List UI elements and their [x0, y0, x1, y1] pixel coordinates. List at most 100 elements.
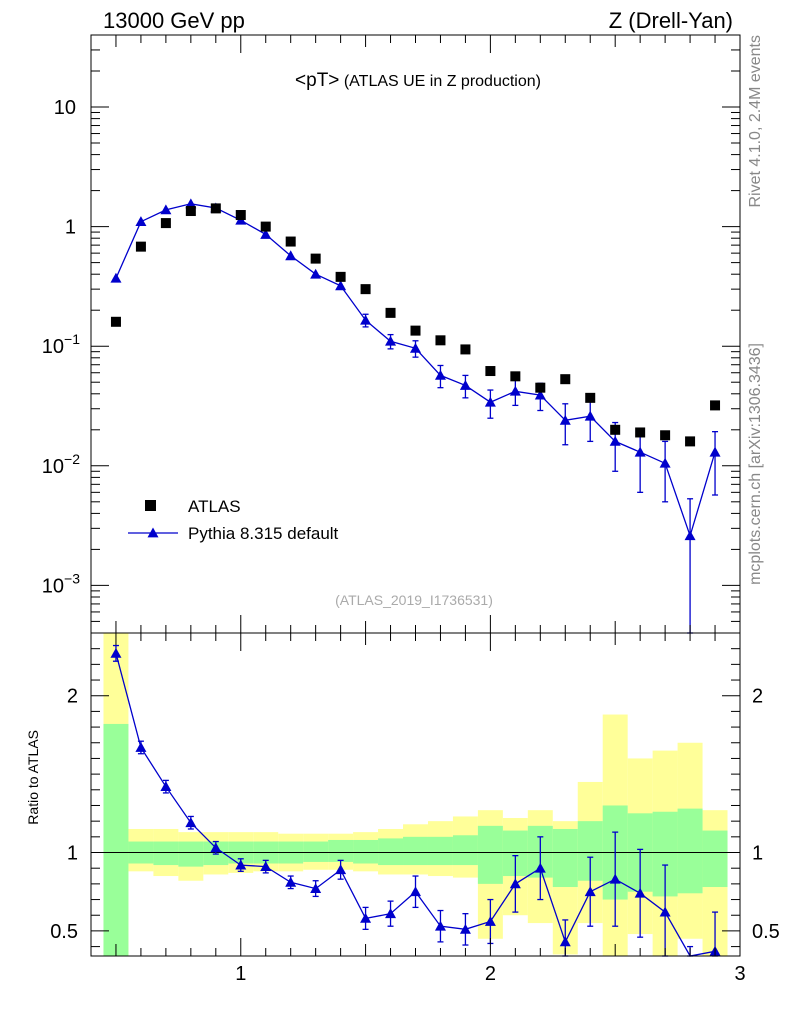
pythia-point: [360, 314, 372, 325]
ratio-point: [509, 878, 521, 889]
plot-title-lead: <pT>: [295, 70, 339, 91]
pythia-point: [385, 335, 397, 346]
ratio-point: [160, 781, 172, 792]
atlas-point: [510, 371, 521, 382]
pythia-point: [110, 272, 122, 283]
atlas-point: [285, 236, 296, 247]
ratio-y-tick-label: 1: [67, 843, 78, 865]
analysis-label: (ATLAS_2019_I1736531): [335, 592, 493, 608]
ratio-point: [185, 817, 197, 828]
uncertainty-band-inner: [153, 841, 179, 866]
atlas-point: [460, 344, 471, 355]
x-tick-label: 2: [485, 963, 496, 985]
atlas-point: [260, 221, 271, 232]
uncertainty-band-inner: [103, 723, 129, 956]
uncertainty-band-inner: [702, 830, 728, 888]
y-tick-label-base: 1: [65, 217, 76, 239]
ratio-point: [110, 647, 122, 658]
atlas-point: [110, 316, 121, 327]
y-tick-label-base: 10: [42, 336, 64, 358]
ratio-point: [534, 862, 546, 873]
x-tick-label: 1: [235, 963, 246, 985]
legend-atlas-label: ATLAS: [188, 497, 241, 516]
ratio-y-tick-label-right: 1: [752, 843, 763, 865]
ratio-panel-marks: [91, 633, 740, 957]
y-tick-label: 10−3: [42, 570, 80, 597]
ratio-point: [235, 859, 247, 870]
pythia-point: [584, 410, 596, 421]
legend-pythia-label: Pythia 8.315 default: [188, 524, 339, 543]
pythia-point: [684, 530, 696, 541]
ratio-point: [584, 886, 596, 897]
y-tick-label-base: 10: [42, 575, 64, 597]
ratio-point: [609, 873, 621, 884]
uncertainty-band-inner: [427, 836, 453, 866]
uncertainty-band-inner: [452, 835, 478, 866]
y-tick-label: 10−1: [42, 331, 80, 358]
uncertainty-band-inner: [303, 841, 329, 862]
side-label-mcplots: mcplots.cern.ch [arXiv:1306.3436]: [747, 343, 764, 585]
atlas-point: [385, 307, 396, 318]
y-tick-label: 10: [54, 97, 76, 119]
y-tick-label-base: 10: [54, 97, 76, 119]
ratio-point: [459, 923, 471, 934]
atlas-point: [210, 203, 221, 214]
ratio-point: [559, 936, 571, 947]
pythia-point: [185, 198, 197, 209]
atlas-point: [135, 241, 146, 252]
ratio-y-tick-label-right: 0.5: [752, 921, 780, 943]
y-tick-label: 1: [65, 217, 76, 239]
ratio-y-tick-label: 2: [67, 686, 78, 708]
legend-atlas-marker: [145, 500, 156, 511]
atlas-point: [585, 392, 596, 403]
pythia-point: [634, 446, 646, 457]
uncertainty-band-inner: [552, 828, 578, 888]
uncertainty-band-inner: [677, 808, 703, 894]
pythia-point: [659, 457, 671, 468]
atlas-point: [185, 206, 196, 217]
y-tick-label-exponent: −1: [64, 331, 80, 347]
atlas-point: [485, 366, 496, 377]
pythia-point: [484, 396, 496, 407]
header-right-label: Z (Drell-Yan): [609, 8, 733, 33]
pythia-point: [410, 342, 421, 353]
ratio-ylabel: Ratio to ATLAS: [25, 730, 41, 825]
pythia-point: [509, 385, 521, 396]
plot-title-rest: (ATLAS UE in Z production): [339, 73, 541, 90]
atlas-point: [410, 325, 421, 336]
pythia-point: [260, 228, 272, 239]
atlas-point: [660, 430, 671, 441]
uncertainty-band-inner: [353, 839, 379, 864]
ratio-point: [434, 920, 446, 931]
atlas-point: [610, 424, 621, 435]
ratio-point: [484, 916, 496, 926]
atlas-point: [335, 271, 346, 282]
atlas-point: [360, 284, 371, 295]
ratio-point: [659, 906, 671, 917]
legend: ATLAS Pythia 8.315 default: [128, 497, 339, 543]
plot-title: <pT> (ATLAS UE in Z production): [295, 70, 541, 91]
ratio-point: [260, 861, 272, 872]
y-tick-label-exponent: −2: [64, 451, 80, 467]
ratio-y-tick-label-right: 2: [752, 686, 763, 708]
y-tick-label-base: 10: [42, 456, 64, 478]
ratio-point: [335, 864, 347, 875]
atlas-point: [710, 400, 721, 411]
pythia-point: [310, 268, 322, 279]
pythia-point: [534, 389, 546, 400]
uncertainty-band-inner: [403, 836, 428, 866]
ratio-panel-ticks: 2 2 1 1 0.5 0.5 1 2 3: [50, 633, 780, 985]
ratio-point: [285, 876, 297, 887]
pythia-line: [115, 203, 716, 538]
legend-pythia-marker: [147, 527, 159, 538]
uncertainty-band-inner: [178, 841, 204, 867]
y-tick-label-exponent: −3: [64, 570, 80, 586]
pythia-point: [335, 280, 347, 291]
header-left-label: 13000 GeV pp: [103, 8, 245, 33]
x-tick-label: 3: [734, 963, 745, 985]
atlas-point: [160, 218, 171, 229]
atlas-point: [235, 210, 246, 221]
